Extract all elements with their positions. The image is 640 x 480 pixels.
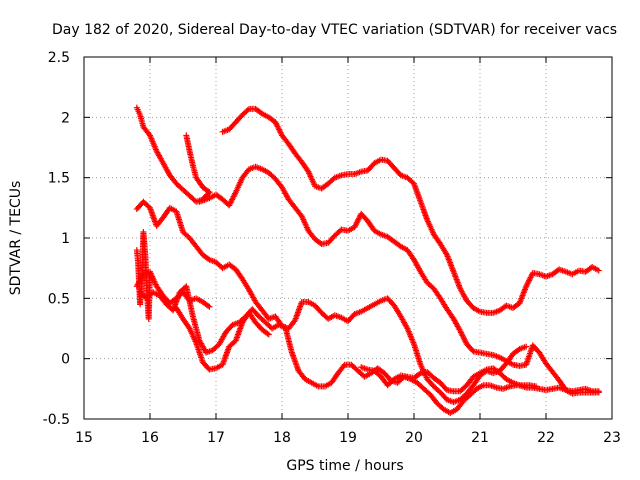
data-point [416,371,423,378]
data-point [265,331,272,338]
series-track-3 [196,163,602,397]
y-tick-label: 1.5 [48,171,70,187]
x-tick-label: 18 [273,430,291,446]
data-point [205,188,212,195]
series-track-9 [358,364,602,395]
data-point [337,227,344,234]
x-tick-label: 20 [405,430,423,446]
y-axis-label: SDTVAR / TECUs [8,181,24,296]
y-tick-label: 0 [61,352,70,368]
data-point [206,303,213,310]
x-tick-label: 23 [603,430,621,446]
y-tick-label: -0.5 [43,412,70,428]
x-tick-label: 21 [471,430,489,446]
y-axis: -0.5 0 0.5 1 1.5 2 2.5 [43,50,612,428]
x-tick-label: 15 [75,430,93,446]
x-axis: 15 16 17 18 19 20 21 22 23 [75,57,621,446]
data-series [133,104,602,416]
data-point [205,302,212,309]
chart-title: Day 182 of 2020, Sidereal Day-to-day VTE… [52,22,617,38]
series-track-4 [219,105,602,316]
y-tick-label: 2.5 [48,50,70,66]
data-point [264,330,271,337]
x-tick-label: 19 [339,430,357,446]
data-point [244,107,251,114]
data-point [147,271,153,278]
data-point [523,343,530,350]
y-tick-label: 2 [61,110,70,126]
x-tick-label: 16 [141,430,159,446]
y-tick-label: 0.5 [48,291,70,307]
data-point [205,365,212,372]
y-tick-label: 1 [61,231,70,247]
series-track-8 [173,304,272,373]
series-track-5 [133,198,530,406]
series-track-2 [183,132,213,196]
series-track-1 [133,104,213,205]
x-tick-label: 17 [207,430,225,446]
data-point [595,388,602,395]
grid [84,57,612,419]
data-point [206,189,213,196]
x-axis-label: GPS time / hours [286,458,403,474]
series-scatter-early [133,228,153,322]
x-tick-label: 22 [537,430,555,446]
data-point [595,267,602,274]
